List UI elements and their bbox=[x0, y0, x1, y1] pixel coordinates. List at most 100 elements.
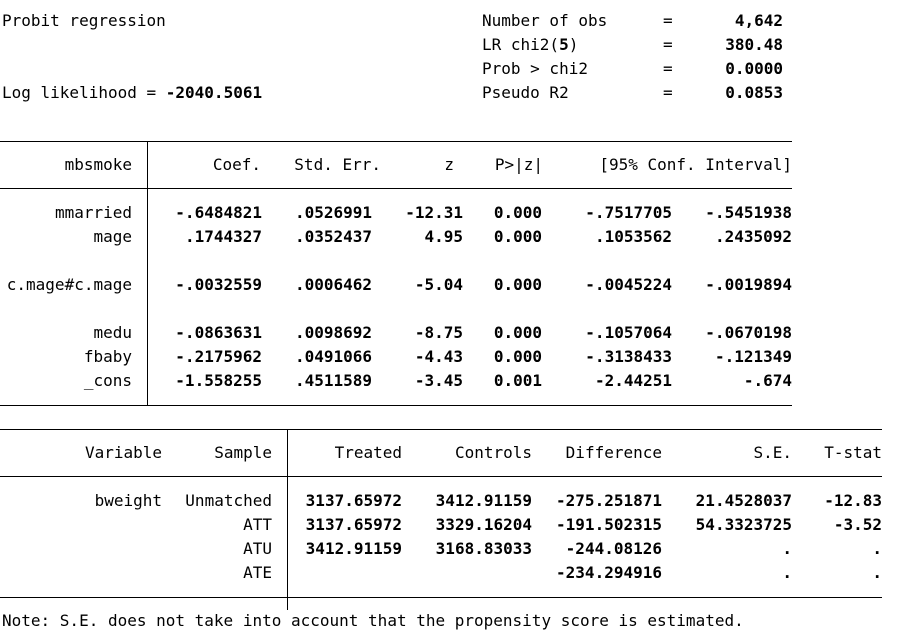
match-se: . bbox=[782, 563, 792, 582]
probit-row-name: medu bbox=[93, 323, 132, 342]
stat-value-lr: 380.48 bbox=[725, 35, 783, 54]
match-col-controls: Controls bbox=[454, 443, 532, 462]
match-top-rule bbox=[0, 429, 882, 430]
stat-label-r2: Pseudo R2 bbox=[482, 83, 569, 102]
match-se: . bbox=[782, 539, 792, 558]
probit-z: -4.43 bbox=[414, 347, 463, 366]
match-controls: 3168.83033 bbox=[435, 539, 532, 558]
match-controls: 3329.16204 bbox=[435, 515, 532, 534]
probit-coef: .1744327 bbox=[184, 227, 262, 246]
probit-header-rule bbox=[0, 188, 792, 189]
probit-p: 0.000 bbox=[493, 323, 542, 342]
match-treated: 3137.65972 bbox=[305, 491, 402, 510]
probit-p: 0.000 bbox=[493, 203, 542, 222]
probit-col-z: z bbox=[444, 155, 454, 174]
probit-ci-hi: -.0670198 bbox=[705, 323, 792, 342]
stat-label-lr: LR chi2(5) bbox=[482, 35, 578, 55]
stat-eq-prob: = bbox=[663, 59, 673, 78]
match-col-se: S.E. bbox=[753, 443, 792, 462]
stat-label-lr-text: LR chi2( bbox=[482, 35, 560, 54]
probit-top-rule bbox=[0, 141, 792, 142]
probit-z: -12.31 bbox=[405, 203, 463, 222]
match-tstat: . bbox=[872, 563, 882, 582]
match-difference: -275.251871 bbox=[556, 491, 662, 510]
probit-ci-lo: -.0045224 bbox=[585, 275, 672, 294]
probit-row-name: _cons bbox=[83, 371, 132, 390]
probit-coef: -.2175962 bbox=[175, 347, 262, 366]
match-variable: bweight bbox=[94, 491, 162, 510]
stat-value-r2: 0.0853 bbox=[725, 83, 783, 102]
loglik-line: Log likelihood = -2040.5061 bbox=[2, 83, 262, 103]
probit-coef: -.0863631 bbox=[175, 323, 262, 342]
stat-label-nobs: Number of obs bbox=[482, 11, 608, 30]
stat-value-nobs: 4,642 bbox=[734, 11, 783, 30]
match-col-treated: Treated bbox=[334, 443, 402, 462]
footnote: Note: S.E. does not take into account th… bbox=[2, 611, 744, 630]
match-se: 54.3323725 bbox=[695, 515, 792, 534]
match-sample: ATE bbox=[243, 563, 272, 582]
probit-col-p: P>|z| bbox=[494, 155, 543, 174]
model-title: Probit regression bbox=[2, 11, 166, 30]
match-difference: -234.294916 bbox=[556, 563, 662, 582]
match-sample: Unmatched bbox=[185, 491, 272, 510]
match-se: 21.4528037 bbox=[695, 491, 792, 510]
match-sample: ATU bbox=[243, 539, 272, 558]
match-treated: 3137.65972 bbox=[305, 515, 402, 534]
probit-bottom-rule bbox=[0, 405, 792, 406]
match-controls: 3412.91159 bbox=[435, 491, 532, 510]
probit-z: -3.45 bbox=[414, 371, 463, 390]
probit-p: 0.001 bbox=[493, 371, 542, 390]
probit-col-coef: Coef. bbox=[212, 155, 261, 174]
probit-col-se: Std. Err. bbox=[294, 155, 381, 174]
probit-ci-hi: .2435092 bbox=[714, 227, 792, 246]
probit-p: 0.000 bbox=[493, 347, 542, 366]
match-header-rule bbox=[0, 476, 882, 477]
loglik-label: Log likelihood = bbox=[2, 83, 166, 102]
probit-z: -8.75 bbox=[414, 323, 463, 342]
match-bottom-rule bbox=[0, 597, 882, 598]
probit-coef: -1.558255 bbox=[175, 371, 262, 390]
stat-label-prob: Prob > chi2 bbox=[482, 59, 588, 78]
probit-p: 0.000 bbox=[493, 227, 542, 246]
probit-ci-lo: -2.44251 bbox=[594, 371, 672, 390]
probit-se: .0526991 bbox=[294, 203, 372, 222]
match-tstat: -12.83 bbox=[824, 491, 882, 510]
probit-row-name: fbaby bbox=[83, 347, 132, 366]
probit-col-ci: [95% Conf. Interval] bbox=[599, 155, 792, 174]
match-sample: ATT bbox=[243, 515, 272, 534]
probit-z: 4.95 bbox=[424, 227, 463, 246]
match-divider bbox=[287, 429, 288, 610]
probit-depvar: mbsmoke bbox=[64, 155, 132, 174]
stat-eq-r2: = bbox=[663, 83, 673, 102]
probit-divider bbox=[147, 141, 148, 405]
match-col-sample: Sample bbox=[214, 443, 272, 462]
probit-se: .0006462 bbox=[294, 275, 372, 294]
stat-value-prob: 0.0000 bbox=[725, 59, 783, 78]
probit-z: -5.04 bbox=[414, 275, 463, 294]
probit-ci-lo: -.3138433 bbox=[585, 347, 672, 366]
probit-row-name: mmarried bbox=[54, 203, 132, 222]
probit-ci-lo: .1053562 bbox=[594, 227, 672, 246]
stat-eq-nobs: = bbox=[663, 11, 673, 30]
probit-coef: -.6484821 bbox=[175, 203, 262, 222]
match-col-tstat: T-stat bbox=[824, 443, 882, 462]
match-tstat: -3.52 bbox=[833, 515, 882, 534]
probit-ci-hi: -.121349 bbox=[714, 347, 792, 366]
probit-se: .0352437 bbox=[294, 227, 372, 246]
match-difference: -191.502315 bbox=[556, 515, 662, 534]
probit-row-name: mage bbox=[93, 227, 132, 246]
match-tstat: . bbox=[872, 539, 882, 558]
match-col-difference: Difference bbox=[565, 443, 662, 462]
stat-eq-lr: = bbox=[663, 35, 673, 54]
probit-ci-lo: -.7517705 bbox=[585, 203, 672, 222]
probit-se: .0098692 bbox=[294, 323, 372, 342]
probit-ci-lo: -.1057064 bbox=[585, 323, 672, 342]
match-treated: 3412.91159 bbox=[305, 539, 402, 558]
probit-p: 0.000 bbox=[493, 275, 542, 294]
stat-label-lr-df: 5 bbox=[559, 35, 569, 54]
match-difference: -244.08126 bbox=[565, 539, 662, 558]
probit-coef: -.0032559 bbox=[175, 275, 262, 294]
probit-ci-hi: -.674 bbox=[743, 371, 792, 390]
probit-row-name: c.mage#c.mage bbox=[6, 275, 132, 294]
probit-ci-hi: -.5451938 bbox=[705, 203, 792, 222]
